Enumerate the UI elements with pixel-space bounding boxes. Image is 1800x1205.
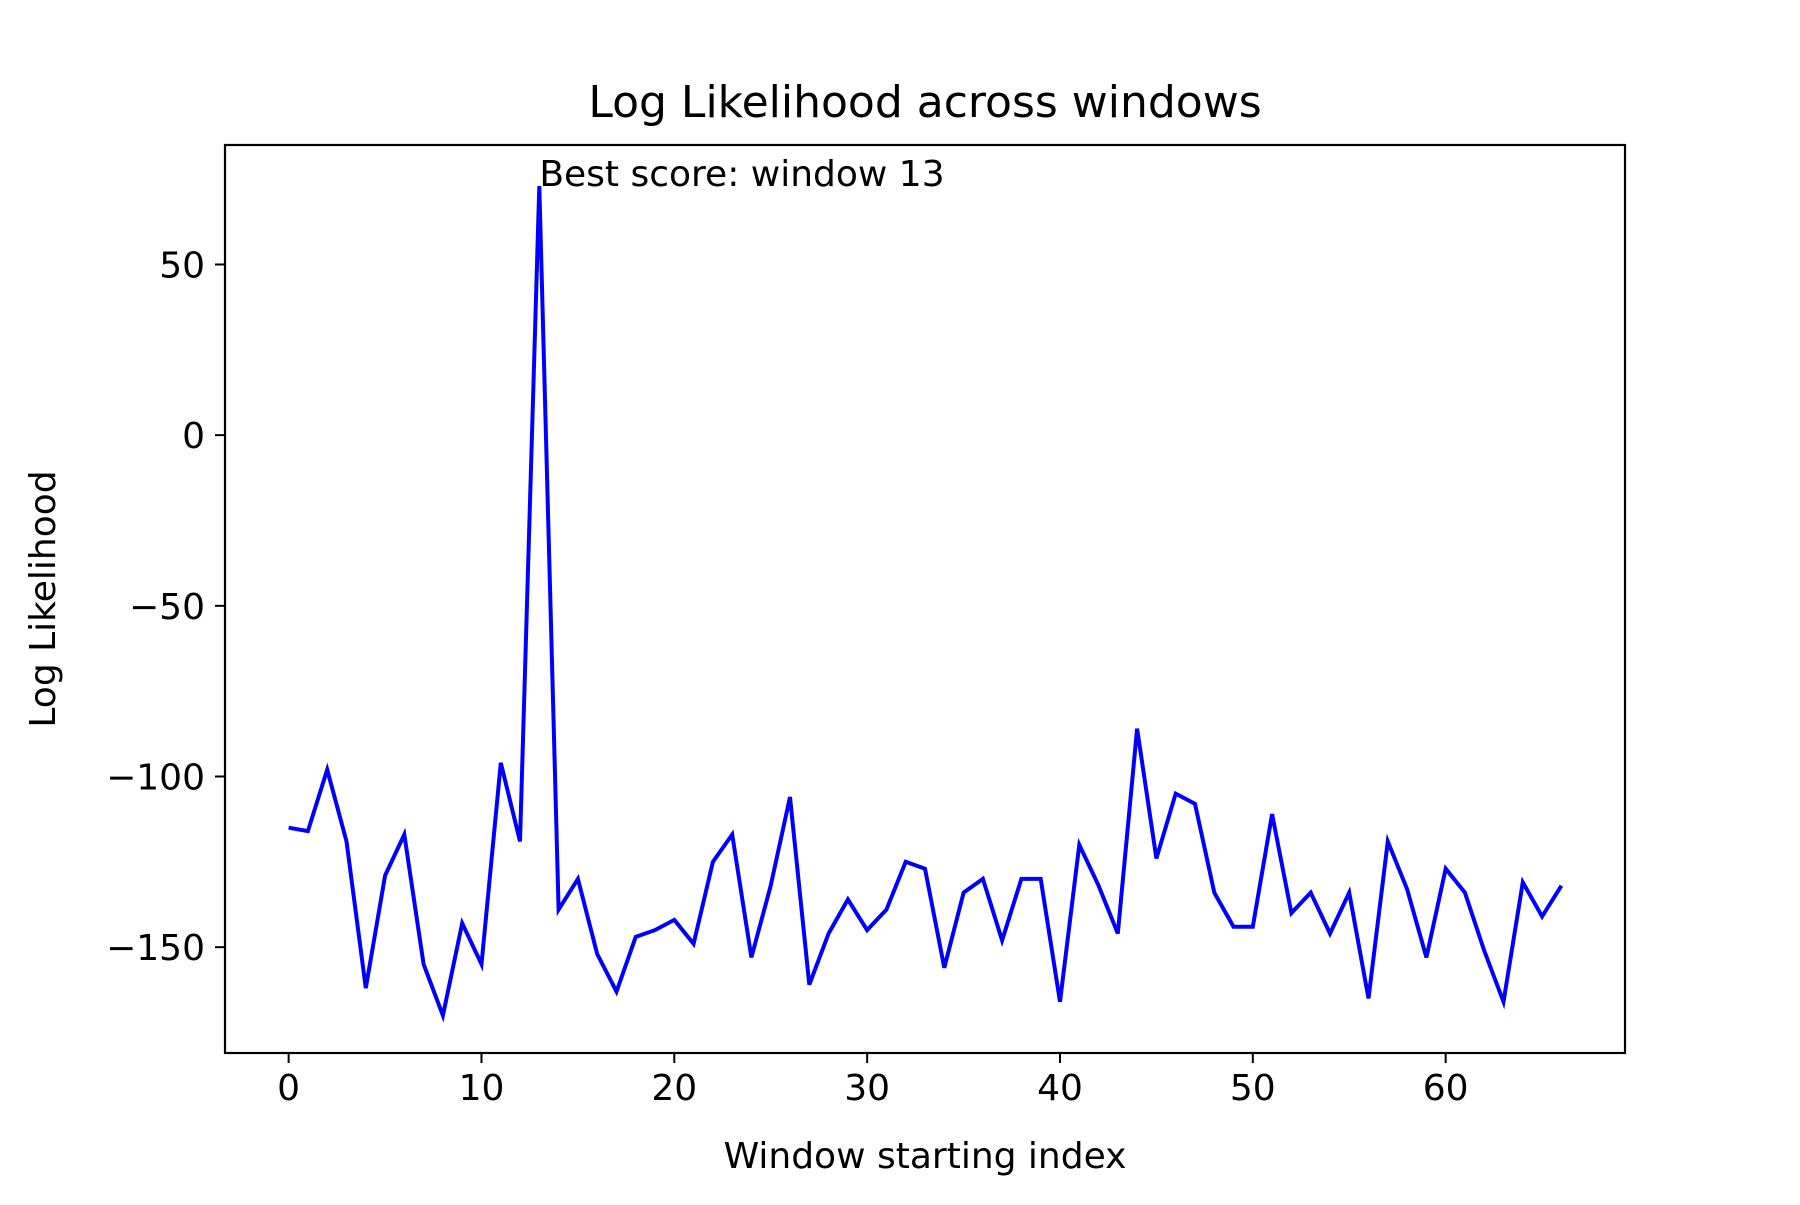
x-tick-label: 50 (1230, 1068, 1276, 1109)
x-tick-label: 0 (277, 1068, 300, 1109)
x-axis-label: Window starting index (724, 1136, 1127, 1177)
x-tick-label: 60 (1423, 1068, 1469, 1109)
y-axis-label: Log Likelihood (23, 470, 64, 727)
x-tick-label: 40 (1037, 1068, 1083, 1109)
series-line (288, 185, 1564, 1023)
x-tick-label: 10 (459, 1068, 505, 1109)
chart-title: Log Likelihood across windows (588, 77, 1261, 128)
x-axis: 0 10 20 30 40 50 60 (277, 1053, 1469, 1109)
y-axis: 50 0 −50 −100 −150 (106, 245, 225, 969)
plot-area-frame (223, 143, 1627, 1055)
best-score-annotation: Best score: window 13 (539, 154, 944, 195)
y-tick-label: −100 (106, 758, 205, 799)
x-tick-label: 20 (651, 1068, 697, 1109)
x-tick-label: 30 (844, 1068, 890, 1109)
y-tick-label: 50 (159, 245, 205, 286)
y-tick-label: −50 (129, 587, 205, 628)
y-tick-label: 0 (182, 416, 205, 457)
y-tick-label: −150 (106, 928, 205, 969)
